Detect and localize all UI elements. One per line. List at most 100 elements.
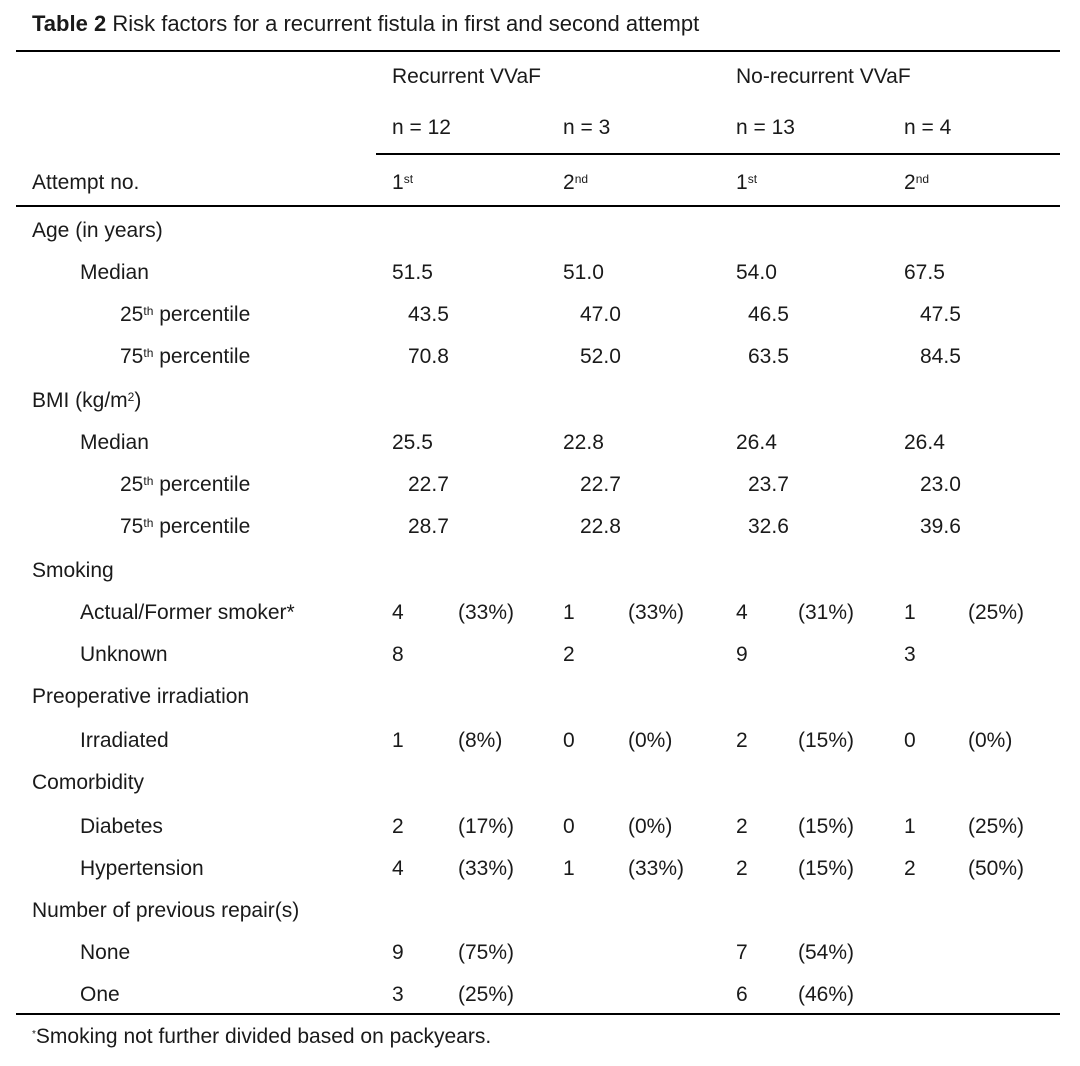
- table-cell: 2: [736, 815, 748, 838]
- table-title: Table 2 Risk factors for a recurrent fis…: [32, 10, 699, 38]
- table-cell: 25.5: [392, 431, 433, 454]
- row-label: Median: [80, 431, 149, 454]
- table-cell: (54%): [798, 941, 855, 964]
- table-cell: 0: [563, 815, 575, 838]
- table-cell: 9: [736, 643, 748, 666]
- table-cell: 23.7: [748, 473, 789, 496]
- top-rule: [16, 50, 1060, 52]
- table-cell: 1: [904, 601, 916, 624]
- table-cell: 9: [392, 941, 404, 964]
- table-cell: 0: [563, 729, 575, 752]
- table-cell: 47.0: [580, 303, 621, 326]
- table-cell: 4: [392, 857, 404, 880]
- footnote-text: Smoking not further divided based on pac…: [35, 1025, 492, 1048]
- table-cell: (33%): [458, 601, 515, 624]
- table-cell: 2: [736, 857, 748, 880]
- table-cell: 6: [736, 983, 748, 1006]
- table-cell: 7: [736, 941, 748, 964]
- table-cell: (17%): [458, 815, 515, 838]
- table-cell: (15%): [798, 729, 855, 752]
- header-bottom-rule: [16, 205, 1060, 207]
- table-cell: 63.5: [748, 345, 789, 368]
- bottom-rule: [16, 1013, 1060, 1015]
- table-cell: 84.5: [920, 345, 961, 368]
- group-header-recurrent: Recurrent VVaF: [392, 65, 541, 88]
- row-label: 25th percentile: [120, 473, 251, 496]
- table-cell: 1: [563, 857, 575, 880]
- row-label: Irradiated: [80, 729, 169, 752]
- table-cell: (25%): [968, 601, 1025, 624]
- table-cell: 51.5: [392, 261, 433, 284]
- table-cell: (25%): [968, 815, 1025, 838]
- table-cell: 22.8: [580, 515, 621, 538]
- n-header: n = 12: [392, 116, 451, 139]
- section-label: Smoking: [32, 559, 114, 582]
- table-cell: (25%): [458, 983, 515, 1006]
- table-cell: 28.7: [408, 515, 449, 538]
- table-cell: 0: [904, 729, 916, 752]
- table-cell: 39.6: [920, 515, 961, 538]
- table-cell: 46.5: [748, 303, 789, 326]
- attempt-header: 2nd: [563, 171, 589, 194]
- row-label: One: [80, 983, 120, 1006]
- table-cell: 26.4: [904, 431, 945, 454]
- table-cell: (75%): [458, 941, 515, 964]
- footnote-mark: *: [32, 1029, 36, 1040]
- row-label: 75th percentile: [120, 515, 251, 538]
- table-cell: (0%): [628, 815, 673, 838]
- attempt-header: 1st: [392, 171, 414, 194]
- table-cell: (0%): [968, 729, 1013, 752]
- section-label: Number of previous repair(s): [32, 899, 300, 922]
- row-label: 75th percentile: [120, 345, 251, 368]
- table-cell: 3: [904, 643, 916, 666]
- table-cell: (8%): [458, 729, 503, 752]
- attempt-label: Attempt no.: [32, 171, 140, 194]
- table-cell: 1: [563, 601, 575, 624]
- n-header: n = 3: [563, 116, 611, 139]
- table-cell: 43.5: [408, 303, 449, 326]
- table-cell: 22.7: [580, 473, 621, 496]
- table-cell: 2: [736, 729, 748, 752]
- group-rule: [376, 153, 1060, 155]
- section-label: BMI (kg/m2): [32, 389, 142, 412]
- table-cell: 51.0: [563, 261, 604, 284]
- table-cell: (15%): [798, 857, 855, 880]
- table-cell: 22.7: [408, 473, 449, 496]
- table-caption: Risk factors for a recurrent fistula in …: [112, 11, 700, 36]
- table-cell: 23.0: [920, 473, 961, 496]
- row-label: None: [80, 941, 131, 964]
- table-number: Table 2: [32, 11, 107, 36]
- row-label: Diabetes: [80, 815, 163, 838]
- attempt-header: 1st: [736, 171, 758, 194]
- row-label: Actual/Former smoker*: [80, 601, 295, 624]
- table-cell: 4: [736, 601, 748, 624]
- attempt-header: 2nd: [904, 171, 930, 194]
- footnote: *Smoking not further divided based on pa…: [32, 1024, 491, 1050]
- n-header: n = 13: [736, 116, 795, 139]
- table-cell: 2: [563, 643, 575, 666]
- table-cell: 32.6: [748, 515, 789, 538]
- row-label: Hypertension: [80, 857, 204, 880]
- row-label: Median: [80, 261, 149, 284]
- table-cell: (0%): [628, 729, 673, 752]
- table-cell: 2: [392, 815, 404, 838]
- table-cell: 2: [904, 857, 916, 880]
- section-label: Age (in years): [32, 219, 163, 242]
- table-cell: 8: [392, 643, 404, 666]
- table-cell: 52.0: [580, 345, 621, 368]
- group-header-norecurrent: No-recurrent VVaF: [736, 65, 911, 88]
- table-cell: (15%): [798, 815, 855, 838]
- row-label: 25th percentile: [120, 303, 251, 326]
- table-cell: 47.5: [920, 303, 961, 326]
- table-cell: (33%): [628, 857, 685, 880]
- table-cell: 1: [904, 815, 916, 838]
- table-cell: 54.0: [736, 261, 777, 284]
- table-cell: 22.8: [563, 431, 604, 454]
- table-cell: 4: [392, 601, 404, 624]
- table-cell: (31%): [798, 601, 855, 624]
- table-cell: (33%): [628, 601, 685, 624]
- n-header: n = 4: [904, 116, 952, 139]
- table-cell: 3: [392, 983, 404, 1006]
- table-cell: 70.8: [408, 345, 449, 368]
- table-cell: (50%): [968, 857, 1025, 880]
